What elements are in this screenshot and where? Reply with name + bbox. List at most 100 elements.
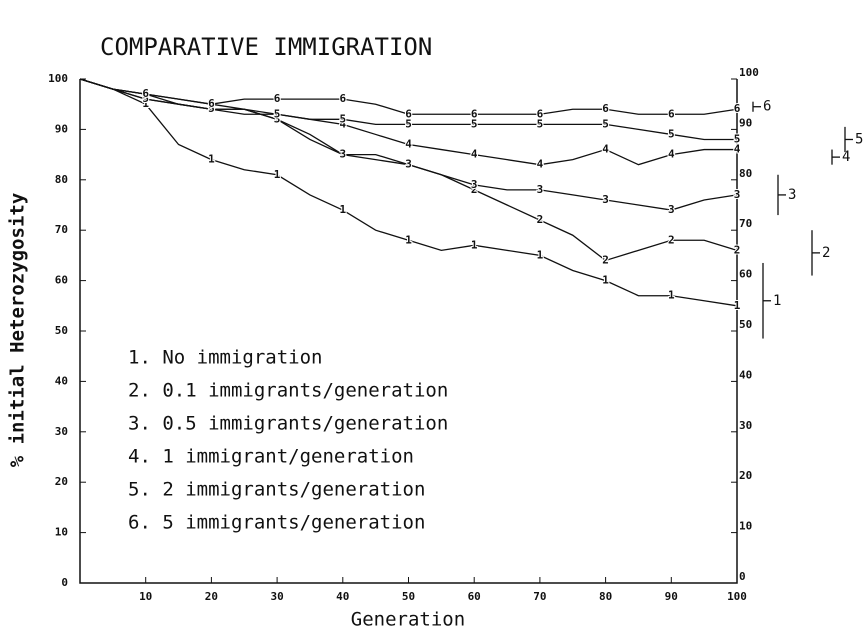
x-tick-label: 30 [270, 590, 283, 603]
series-marker-label: 5 [734, 132, 741, 145]
series-line [79, 78, 737, 141]
series-marker-label: 6 [208, 97, 215, 110]
series-marker-label: 6 [405, 107, 412, 120]
error-bar-label: 1 [773, 293, 781, 309]
series-line [79, 78, 738, 115]
y-tick-label: 10 [55, 526, 68, 539]
legend-entry: 1. No immigration [128, 347, 322, 369]
series-marker-label: 5 [602, 117, 609, 130]
chart-title: COMPARATIVE IMMIGRATION [100, 33, 432, 61]
series-marker-label: 5 [668, 127, 675, 140]
y2-tick-label: 10 [739, 520, 752, 533]
series-marker-label: 6 [142, 87, 149, 100]
series-marker-label: 6 [471, 107, 478, 120]
series-marker-label: 3 [602, 193, 609, 206]
series-marker-label: 5 [405, 117, 412, 130]
x-tick-label: 90 [665, 590, 678, 603]
series-marker-label: 2 [734, 243, 741, 256]
legend-entry: 2. 0.1 immigrants/generation [128, 380, 448, 402]
series-marker-label: 1 [405, 233, 412, 246]
y-tick-label: 20 [55, 475, 68, 488]
series-marker-label: 2 [602, 253, 609, 266]
y2-tick-label: 60 [739, 268, 752, 281]
legend-entry: 5. 2 immigrants/generation [128, 479, 425, 501]
series-marker-label: 6 [537, 107, 544, 120]
series-marker-label: 3 [537, 183, 544, 196]
series-marker-label: 1 [471, 238, 478, 251]
series-marker-label: 6 [274, 92, 281, 105]
y-tick-label: 80 [55, 173, 68, 186]
y2-tick-label: 80 [739, 167, 752, 180]
series-marker-label: 1 [208, 153, 215, 166]
y-tick-label: 60 [55, 274, 68, 287]
series-marker-label: 2 [537, 213, 544, 226]
series-marker-label: 4 [602, 143, 609, 156]
y2-tick-label: 70 [739, 217, 752, 230]
error-bar-label: 3 [788, 187, 796, 203]
series-marker-label: 4 [734, 143, 741, 156]
axes [79, 79, 738, 584]
series-marker-label: 6 [734, 102, 741, 115]
series-marker-label: 3 [339, 148, 346, 161]
y-axis-label: % initial Heterozygosity [7, 193, 29, 468]
series-marker-label: 6 [339, 92, 346, 105]
x-tick-label: 50 [402, 590, 415, 603]
series-marker-label: 4 [339, 117, 346, 130]
y-tick-label: 0 [61, 576, 68, 589]
series-marker-label: 1 [734, 299, 741, 312]
series-marker-label: 4 [471, 148, 478, 161]
x-tick-label: 10 [139, 590, 152, 603]
y2-tick-label: 100 [739, 66, 759, 79]
legend-entry: 3. 0.5 immigrants/generation [128, 413, 448, 435]
x-axis-label: Generation [351, 609, 465, 631]
y2-tick-label: 20 [739, 469, 752, 482]
x-tick-label: 60 [468, 590, 481, 603]
series-line [79, 78, 738, 307]
series-marker-label: 2 [668, 233, 675, 246]
series-marker-label: 6 [602, 102, 609, 115]
series-marker-label: 1 [602, 274, 609, 287]
error-bar-label: 2 [822, 245, 830, 261]
series-marker-label: 6 [668, 107, 675, 120]
series-marker-label: 3 [274, 112, 281, 125]
y2-tick-label: 30 [739, 419, 752, 432]
legend-entry: 6. 5 immigrants/generation [128, 512, 425, 534]
series-marker-label: 5 [537, 117, 544, 130]
series-marker-label: 3 [734, 188, 741, 201]
error-bar-label: 4 [842, 149, 850, 165]
x-tick-label: 70 [533, 590, 546, 603]
series-marker-label: 4 [405, 138, 412, 151]
y2-tick-label: 0 [739, 570, 746, 583]
series-marker-label: 1 [537, 248, 544, 261]
series-marker-label: 3 [668, 203, 675, 216]
series-marker-label: 1 [142, 97, 149, 110]
y2-tick-label: 40 [739, 368, 752, 381]
y2-tick-label: 90 [739, 116, 752, 129]
x-tick-label: 100 [727, 590, 747, 603]
y-tick-label: 30 [55, 425, 68, 438]
x-tick-label: 20 [205, 590, 218, 603]
legend-entry: 4. 1 immigrant/generation [128, 446, 414, 468]
series-marker-label: 5 [142, 92, 149, 105]
y-tick-label: 90 [55, 122, 68, 135]
y-tick-label: 50 [55, 324, 68, 337]
y2-tick-label: 50 [739, 318, 752, 331]
series-marker-label: 1 [274, 168, 281, 181]
x-tick-label: 80 [599, 590, 612, 603]
series-marker-label: 5 [471, 117, 478, 130]
series-marker-label: 4 [668, 148, 675, 161]
y-tick-label: 70 [55, 223, 68, 236]
y-tick-label: 40 [55, 374, 68, 387]
series-marker-label: 5 [339, 112, 346, 125]
series-marker-label: 4 [537, 158, 544, 171]
series-marker-label: 3 [405, 158, 412, 171]
error-bar-label: 5 [855, 131, 863, 147]
series-marker-label: 1 [668, 289, 675, 302]
series-marker-label: 5 [274, 107, 281, 120]
error-bar-label: 6 [763, 99, 771, 115]
series-marker-label: 1 [339, 203, 346, 216]
series-marker-label: 3 [471, 178, 478, 191]
series-marker-label: 2 [471, 183, 478, 196]
y-tick-label: 100 [48, 72, 68, 85]
